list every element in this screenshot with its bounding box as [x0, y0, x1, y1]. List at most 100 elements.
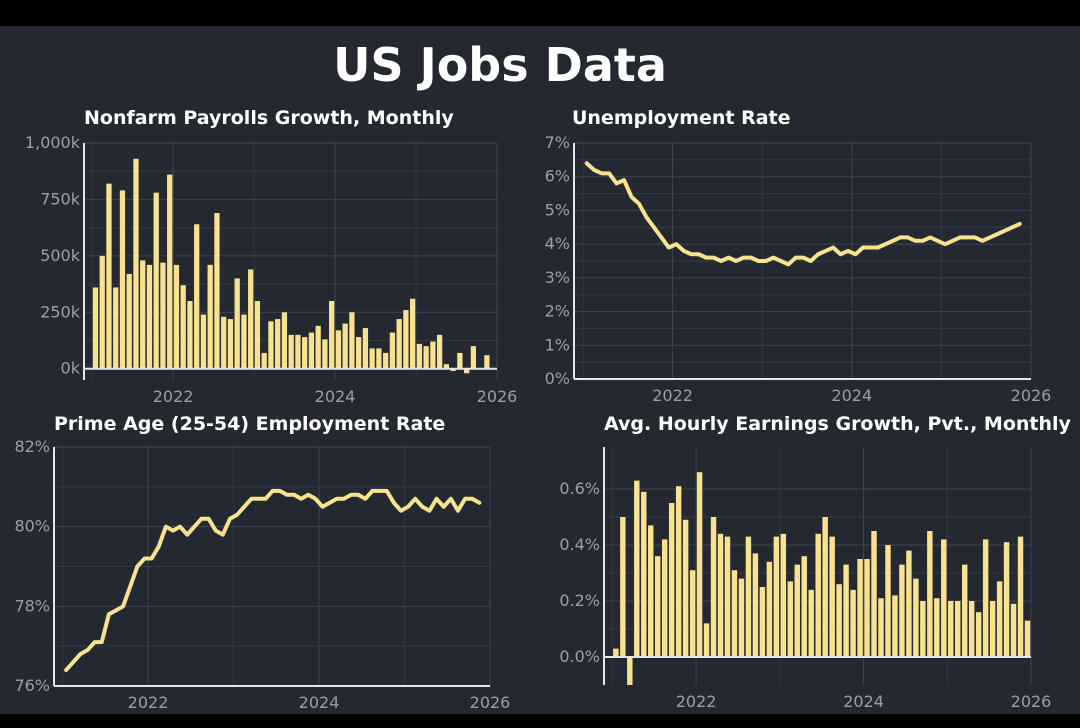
bar [119, 190, 126, 369]
bar [1024, 620, 1031, 657]
y-tick-label: 1,000k [25, 133, 81, 152]
bar [295, 334, 301, 369]
bar [962, 564, 968, 657]
y-tick-label: 0k [61, 359, 81, 378]
bar [661, 539, 668, 657]
bar [703, 623, 710, 657]
bar [457, 352, 463, 369]
bar [470, 346, 477, 369]
bar [268, 321, 274, 369]
chart-panel-2: Unemployment Rate 0% 1% 2% 3% 4% 5% 6% 7% 2022 202… [545, 107, 1052, 405]
bar [885, 545, 891, 657]
bar [342, 323, 348, 369]
panel-title: Nonfarm Payrolls Growth, Monthly [84, 107, 454, 129]
bar [864, 559, 870, 657]
bar [975, 612, 982, 657]
series-line [64, 488, 482, 673]
bar [675, 486, 682, 657]
x-tick-label: 2022 [652, 386, 693, 405]
bar [752, 553, 759, 657]
bar [187, 301, 193, 369]
x-tick-label: 2022 [676, 692, 717, 711]
bar [410, 298, 416, 369]
x-tick-label: 2026 [1011, 692, 1052, 711]
bar [416, 343, 423, 369]
bar [801, 556, 807, 657]
bar [948, 601, 954, 657]
y-tick-label: 0.2% [559, 591, 600, 610]
y-tick-label: 500k [40, 246, 81, 265]
bar [808, 589, 814, 657]
bar [982, 539, 989, 657]
x-tick-label: 2024 [299, 693, 340, 712]
bar [464, 368, 470, 374]
bar [369, 348, 375, 369]
bar [968, 601, 975, 657]
bar [920, 601, 926, 657]
y-tick-label: 82% [14, 437, 50, 456]
bar [329, 301, 335, 369]
bar [815, 533, 821, 657]
y-tick-label: 0% [545, 369, 570, 388]
y-tick-label: 7% [545, 133, 570, 152]
chart-panel-1: Nonfarm Payrolls Growth, Monthly 0k 250k 50… [25, 107, 517, 406]
bar [996, 581, 1003, 657]
bar [133, 158, 139, 369]
bar [281, 312, 288, 369]
bar [682, 519, 689, 657]
y-tick-label: 250k [40, 302, 81, 321]
bar [383, 352, 389, 369]
bar [989, 601, 996, 657]
bar [794, 564, 800, 657]
bar [140, 260, 146, 369]
bar [194, 224, 200, 369]
bar [248, 269, 254, 369]
bar [689, 570, 696, 657]
x-tick-label: 2022 [128, 693, 169, 712]
bar [430, 341, 436, 369]
bar [146, 264, 153, 369]
y-tick-label: 6% [545, 167, 570, 186]
bar [322, 339, 328, 369]
bar [1017, 536, 1024, 657]
bar [180, 285, 186, 369]
bar [857, 559, 863, 657]
y-tick-label: 3% [545, 268, 570, 287]
bar [955, 601, 961, 657]
bar [241, 314, 247, 369]
bar [335, 330, 342, 369]
bar [106, 183, 112, 369]
bar [913, 578, 919, 657]
bar [745, 536, 752, 657]
bar [221, 316, 227, 369]
bar [207, 264, 213, 369]
bar [759, 587, 766, 657]
bar [927, 531, 933, 657]
y-tick-label: 76% [14, 676, 50, 695]
chart-panel-3: Prime Age (25-54) Employment Rate 76% 78% 8… [14, 413, 510, 712]
chart-frame: US Jobs Data Nonfarm Payrolls Growth, Mo… [0, 26, 1080, 714]
bar [668, 503, 675, 657]
bar [275, 319, 281, 369]
bar [234, 278, 240, 369]
bar [655, 556, 661, 657]
bar [773, 536, 780, 657]
bar [389, 332, 396, 369]
bar [437, 334, 443, 369]
x-tick-label: 2024 [831, 386, 872, 405]
bar [766, 561, 773, 657]
bar [634, 480, 640, 657]
panel-title: Prime Age (25-54) Employment Rate [54, 413, 445, 435]
panel-title: Unemployment Rate [572, 107, 791, 129]
chart-panel-4: Avg. Hourly Earnings Growth, Pvt., Month… [559, 413, 1071, 711]
bar [843, 564, 849, 657]
bar [899, 564, 905, 657]
bar [160, 262, 166, 369]
y-tick-label: 78% [14, 596, 50, 615]
x-tick-label: 2024 [843, 692, 884, 711]
bar [717, 533, 724, 657]
bar [362, 328, 369, 369]
bar [302, 337, 308, 369]
bar [99, 255, 105, 369]
bar [934, 598, 940, 657]
